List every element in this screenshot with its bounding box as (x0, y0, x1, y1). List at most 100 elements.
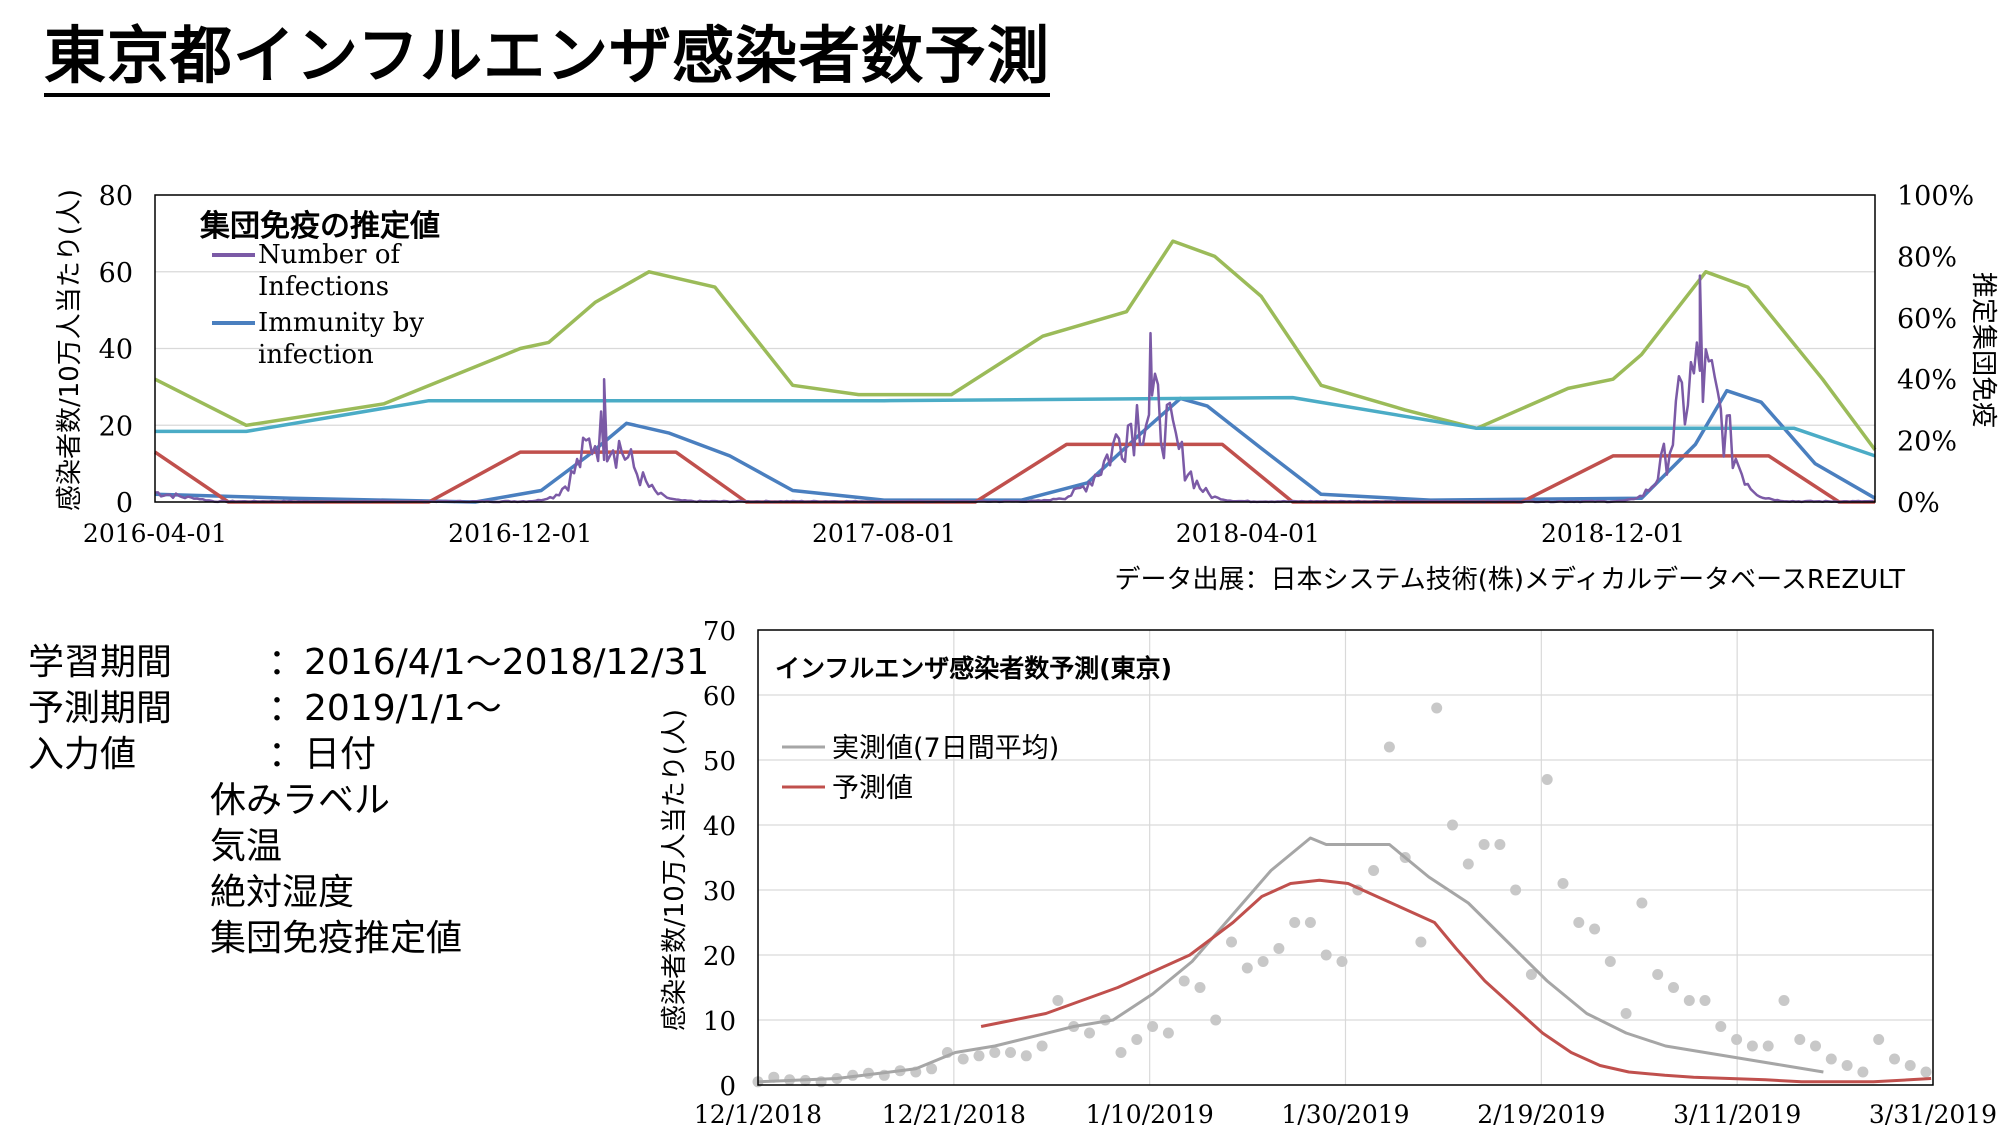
input-item-1: 休みラベル (210, 780, 391, 821)
actual-point (1257, 956, 1269, 967)
legend-immunity-line1: Immunity by (258, 308, 424, 338)
actual-point (926, 1063, 938, 1075)
actual-point (1415, 936, 1427, 948)
actual-point (1573, 917, 1585, 928)
actual-point (1652, 969, 1664, 980)
top-xticks: 2016-04-01 2016-12-01 2017-08-01 2018-04-01… (83, 519, 1685, 548)
top-y2tick-label: 100% (1897, 181, 1974, 212)
actual-point (1162, 1027, 1174, 1039)
bot-lines (752, 702, 1932, 1088)
actual-point (1904, 1060, 1916, 1071)
actual-point (1084, 1027, 1095, 1039)
actual-point (1620, 1008, 1632, 1019)
actual-point (1131, 1034, 1143, 1045)
actual-point (1289, 917, 1301, 928)
actual-point (1510, 884, 1522, 896)
top-plot-border (154, 194, 1876, 503)
forecast-chart: 0 10 20 30 40 50 60 70 12/1/2018 12/21/2018 1/10/… (660, 617, 1997, 1125)
forecast-value: 2019/1/1〜 (304, 688, 502, 729)
actual-point (1147, 1021, 1159, 1032)
actual-point (957, 1053, 969, 1065)
bot-xticks: 12/1/2018 12/21/2018 1/10/2019 1/30/2019 2/1… (694, 1100, 1997, 1125)
bot-ytick-label: 40 (703, 812, 736, 842)
top-ytick-label: 80 (99, 181, 133, 212)
source-note: データ出展：日本システム技術(株)メディカルデータベースREZULT (1114, 565, 1905, 595)
forecast-label: 予測期間 (28, 688, 173, 729)
bot-grid (757, 629, 1934, 1086)
actual-point (1825, 1053, 1837, 1065)
top-yticks: 0 20 40 60 80 (99, 181, 133, 519)
input-item-4: 集団免疫推定値 (210, 918, 463, 959)
top-y2tick-label: 60% (1897, 304, 1957, 335)
actual-point (1762, 1040, 1774, 1052)
top-lines (154, 239, 1877, 504)
bot-ytick-label: 50 (703, 747, 736, 777)
actual-point (1447, 819, 1458, 831)
forecast-period-row: 予測期間 ：2019/1/1〜 (28, 686, 709, 732)
top-y2ticks: 0% 20% 40% 60% 80% 100% (1897, 181, 1974, 519)
top-y2tick-label: 80% (1897, 242, 1957, 273)
top-chart-title: 集団免疫の推定値 (199, 209, 440, 244)
actual-point (1005, 1047, 1016, 1058)
bot-ytick-label: 70 (703, 617, 736, 647)
actual-point (1494, 839, 1506, 850)
top-series-4 (155, 395, 1876, 458)
legend-immunity-line2: infection (258, 340, 374, 370)
actual-point (1810, 1040, 1821, 1052)
actual-point (1873, 1034, 1885, 1045)
input-label: 入力値 (28, 734, 137, 775)
actual-point (1036, 1040, 1048, 1052)
input-item-0: 日付 (304, 734, 377, 775)
bot-xtick-label: 2/19/2019 (1477, 1100, 1605, 1125)
legend-label-actual: 実測値(7日間平均) (832, 733, 1059, 764)
top-y2-axis-label: 推定集団免疫 (1968, 272, 1998, 428)
actual-point (1541, 774, 1553, 785)
actual-point (1368, 865, 1380, 876)
actual-point (1383, 741, 1395, 753)
actual-point (1920, 1066, 1932, 1078)
legend-label-infections: Number of Infections (258, 240, 408, 302)
top-series-3 (154, 239, 1877, 451)
bot-ytick-label: 30 (703, 877, 736, 907)
actual-point (1668, 982, 1679, 993)
actual-point (1273, 943, 1285, 954)
actual-point (1320, 949, 1332, 961)
actual-line (757, 836, 1824, 1084)
input-item-3: 絶対湿度 (210, 872, 355, 913)
top-ytick-label: 0 (116, 488, 133, 519)
training-period-row: 学習期間 ：2016/4/1〜2018/12/31 (28, 640, 709, 686)
top-y2tick-label: 40% (1897, 365, 1957, 396)
top-xtick-label: 2017-08-01 (812, 519, 956, 548)
actual-point (1115, 1047, 1127, 1058)
input-row: 入力値 ：日付 (28, 732, 709, 778)
actual-point (1020, 1050, 1032, 1062)
actual-point (1226, 936, 1237, 948)
top-ytick-label: 60 (99, 258, 133, 289)
training-label: 学習期間 (28, 642, 173, 683)
actual-point (1178, 975, 1190, 987)
bot-xtick-label: 12/1/2018 (694, 1100, 822, 1125)
actual-point (1715, 1021, 1727, 1032)
actual-point (1431, 702, 1443, 714)
actual-point (1889, 1053, 1900, 1065)
actual-point (989, 1047, 1001, 1058)
top-series-1 (154, 388, 1876, 504)
actual-point (1699, 995, 1711, 1006)
bot-xtick-label: 1/30/2019 (1281, 1100, 1409, 1125)
bot-chart-title: インフルエンザ感染者数予測(東京) (775, 654, 1172, 683)
top-ytick-label: 20 (99, 411, 133, 442)
actual-point (1841, 1060, 1853, 1071)
actual-point (1304, 917, 1316, 928)
actual-point (1589, 923, 1601, 935)
actual-point (1210, 1014, 1222, 1026)
actual-point (973, 1050, 985, 1062)
legend-infections-line1: Number of (258, 240, 403, 270)
bot-yticks: 0 10 20 30 40 50 60 70 (703, 617, 736, 1102)
actual-point (1525, 969, 1537, 980)
top-y2tick-label: 0% (1897, 488, 1940, 519)
actual-point (1241, 962, 1253, 974)
actual-point (1336, 956, 1348, 967)
bot-ytick-label: 60 (703, 682, 736, 712)
page-title: 東京都インフルエンザ感染者数予測 (44, 20, 1051, 98)
legend-label-predicted: 予測値 (832, 773, 913, 804)
